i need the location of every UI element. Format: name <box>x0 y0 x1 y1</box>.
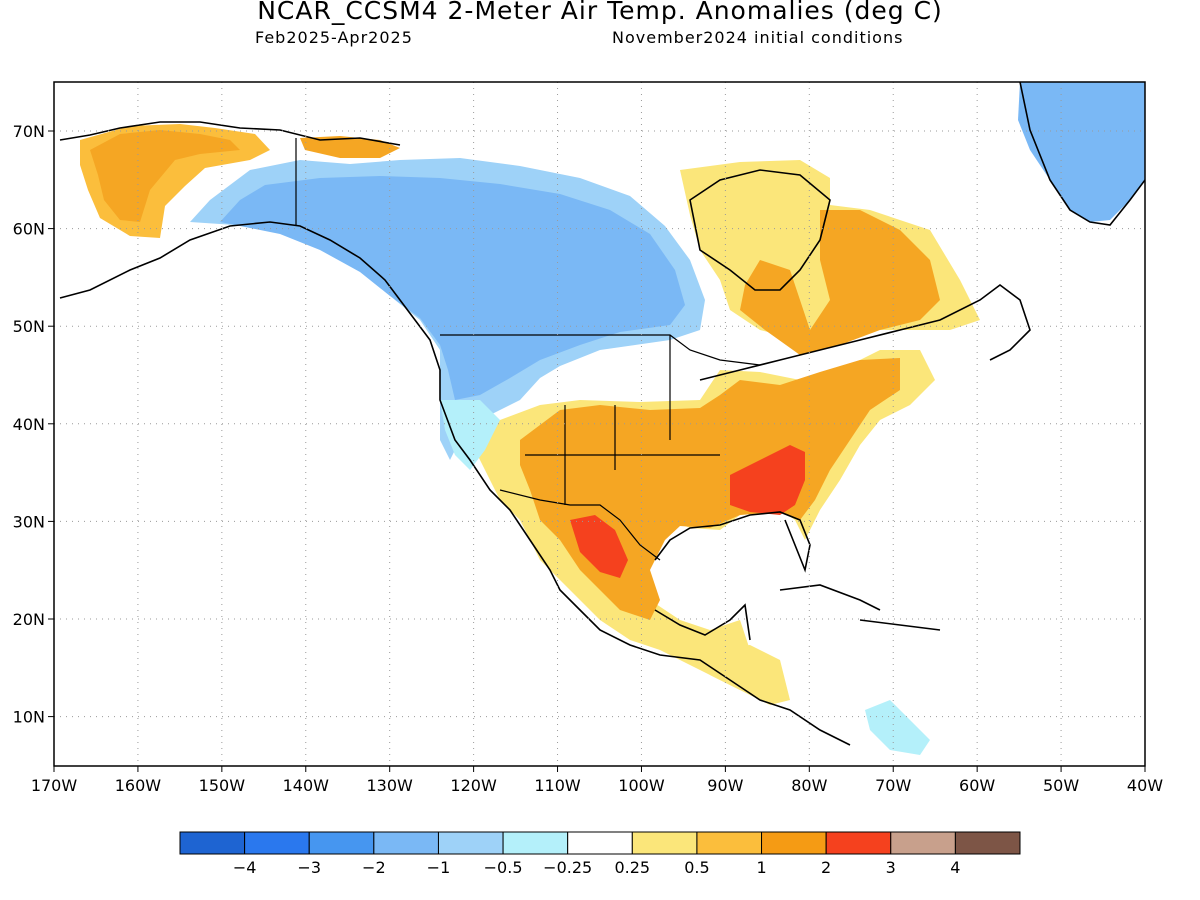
coastlines <box>59 82 1145 746</box>
central-america-warm <box>700 645 790 705</box>
quebec-warmer-region <box>740 210 940 355</box>
lat-label: 20N <box>13 610 45 629</box>
yukon-north-warm <box>300 136 400 158</box>
latitude-labels: 70N 60N 50N 40N 30N 20N 10N <box>13 122 54 727</box>
colorbar-label: −2 <box>362 858 386 877</box>
southeast-hot-spot <box>730 445 805 515</box>
colorbar-swatch <box>308 831 375 855</box>
colorbar-label: −4 <box>233 858 257 877</box>
greenland-cold-region <box>1018 82 1145 222</box>
colorbar-swatch <box>890 831 956 855</box>
colorbar-label: 0.5 <box>684 858 709 877</box>
lat-label: 30N <box>13 512 45 531</box>
western-canada-colder-region <box>220 176 685 400</box>
lon-label: 60W <box>959 776 995 795</box>
lon-label: 90W <box>707 776 743 795</box>
california-cool-region <box>440 400 500 470</box>
colorbar-label: −1 <box>427 858 451 877</box>
lon-label: 80W <box>791 776 827 795</box>
colorbar-swatch <box>954 831 1021 855</box>
map-title: NCAR_CCSM4 2-Meter Air Temp. Anomalies (… <box>257 0 943 25</box>
lon-label: 50W <box>1043 776 1079 795</box>
colorbar-label: −3 <box>297 858 321 877</box>
colorbar-swatch <box>373 831 439 855</box>
caribbean-cool-region <box>865 700 930 755</box>
colorbar-label: 4 <box>950 858 960 877</box>
colorbar-swatch <box>179 831 246 855</box>
map-body <box>54 82 1145 766</box>
colorbar-label: 0.25 <box>614 858 650 877</box>
initial-conditions: November2024 initial conditions <box>612 28 904 47</box>
colorbar-swatch <box>437 831 504 855</box>
colorbar-label: 1 <box>756 858 766 877</box>
colorbar-swatch <box>631 831 698 855</box>
valid-period: Feb2025-Apr2025 <box>255 28 413 47</box>
lon-label: 110W <box>534 776 581 795</box>
lat-label: 40N <box>13 415 45 434</box>
lon-label: 150W <box>199 776 246 795</box>
lat-label: 50N <box>13 317 45 336</box>
lon-label: 120W <box>450 776 497 795</box>
colorbar-label: −0.5 <box>484 858 523 877</box>
colorbar-swatch <box>502 831 569 855</box>
colorbar: −4 −3 −2 −1 −0.5 −0.25 0.25 0.5 1 2 3 4 <box>179 831 1021 877</box>
alaska-warmer-region <box>90 130 240 222</box>
colorbar-label: 2 <box>821 858 831 877</box>
lat-label: 70N <box>13 122 45 141</box>
lat-label: 60N <box>13 220 45 239</box>
colorbar-swatch <box>761 831 827 855</box>
lon-label: 140W <box>283 776 330 795</box>
colorbar-swatch <box>696 831 763 855</box>
gridlines <box>54 82 1145 766</box>
longitude-labels: 170W 160W 150W 140W 130W 120W 110W 100W 90W 80W 70… <box>31 766 1163 795</box>
colorbar-swatch <box>825 831 892 855</box>
mexico-hot-spot <box>570 515 628 578</box>
lon-label: 100W <box>618 776 665 795</box>
colorbar-swatch <box>244 831 310 855</box>
lat-label: 10N <box>13 708 45 727</box>
colorbar-label: 3 <box>886 858 896 877</box>
lon-label: 40W <box>1127 776 1163 795</box>
lon-label: 130W <box>367 776 414 795</box>
colorbar-label: −0.25 <box>543 858 592 877</box>
lon-label: 170W <box>31 776 78 795</box>
lon-label: 160W <box>115 776 162 795</box>
colorbar-swatch <box>567 831 633 855</box>
lon-label: 70W <box>875 776 911 795</box>
